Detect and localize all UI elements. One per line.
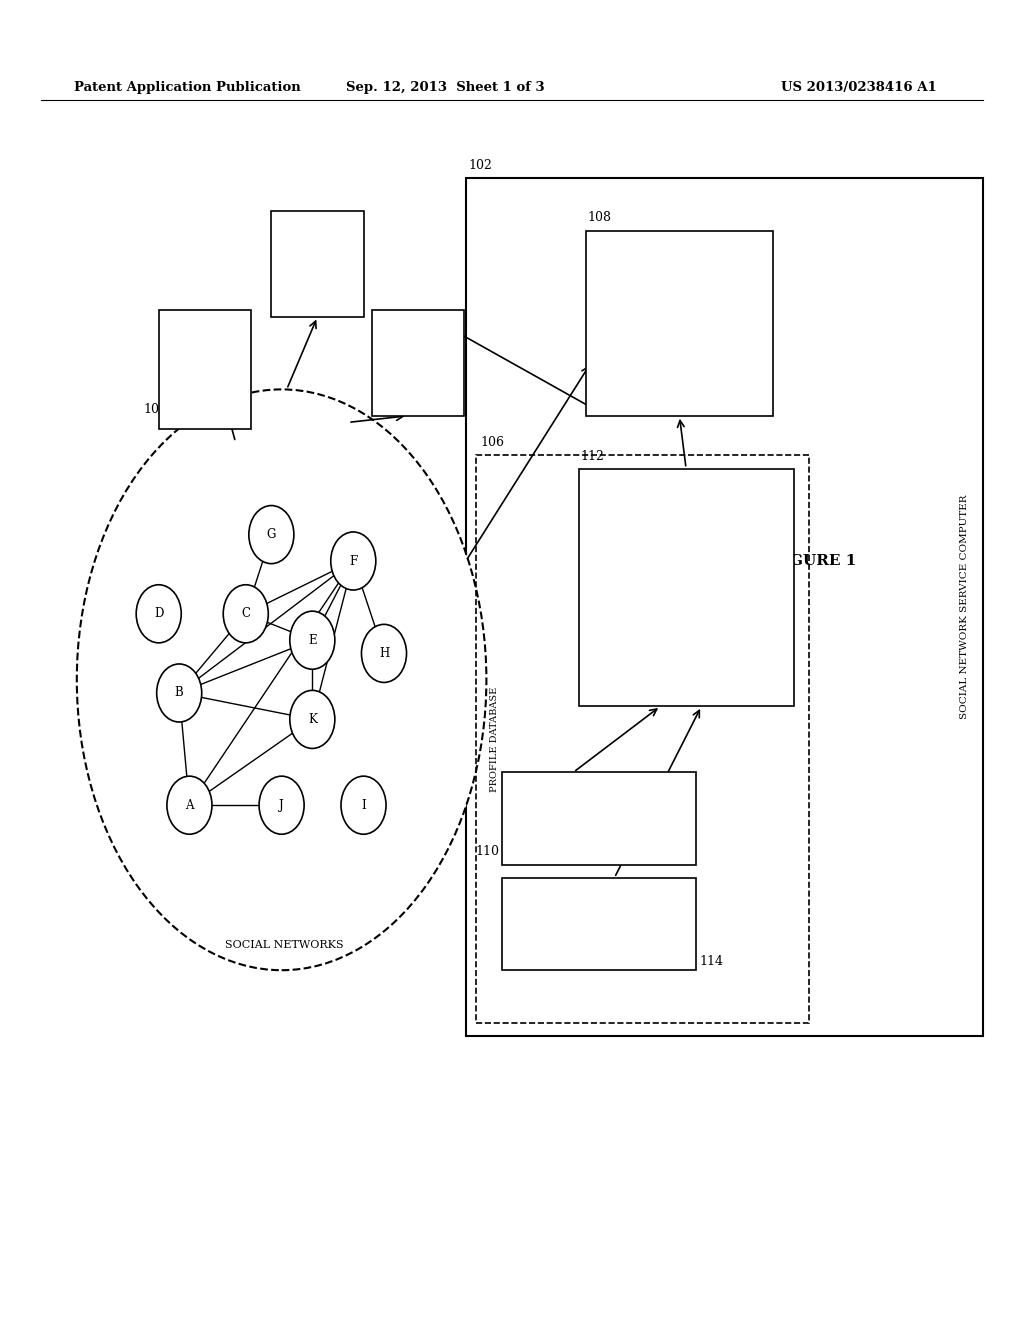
Text: MERCHANT
2: MERCHANT 2 [282, 253, 353, 275]
FancyBboxPatch shape [372, 310, 464, 416]
Text: 106: 106 [480, 436, 504, 449]
Circle shape [259, 776, 304, 834]
FancyBboxPatch shape [586, 231, 773, 416]
Text: SOCIAL NETWORKS: SOCIAL NETWORKS [225, 940, 344, 950]
Text: E: E [308, 634, 316, 647]
FancyBboxPatch shape [502, 878, 696, 970]
Text: FIGURE 1: FIGURE 1 [772, 554, 856, 568]
Text: D: D [154, 607, 164, 620]
Text: MERCHANT
1: MERCHANT 1 [382, 352, 454, 374]
Text: NETWORK
PROFILES: NETWORK PROFILES [655, 577, 717, 598]
Text: G: G [266, 528, 276, 541]
Text: MERCHANT
3: MERCHANT 3 [169, 359, 241, 380]
Text: 110: 110 [476, 845, 500, 858]
FancyBboxPatch shape [159, 310, 251, 429]
Circle shape [223, 585, 268, 643]
Text: MEMBER PROFILES: MEMBER PROFILES [546, 814, 652, 822]
Text: 108: 108 [588, 211, 611, 224]
Circle shape [157, 664, 202, 722]
Text: 104: 104 [143, 403, 167, 416]
Text: K: K [308, 713, 316, 726]
FancyBboxPatch shape [271, 211, 364, 317]
Text: J: J [280, 799, 284, 812]
Text: I: I [361, 799, 366, 812]
Text: MERCHANT
INCENTIVES: MERCHANT INCENTIVES [637, 309, 722, 338]
Circle shape [361, 624, 407, 682]
Circle shape [136, 585, 181, 643]
FancyBboxPatch shape [502, 772, 696, 865]
Text: 112: 112 [581, 450, 604, 463]
Text: MERCHANT PROFILES: MERCHANT PROFILES [540, 920, 658, 928]
Text: SOCIAL NETWORK SERVICE COMPUTER: SOCIAL NETWORK SERVICE COMPUTER [961, 495, 969, 719]
Text: H: H [379, 647, 389, 660]
Text: F: F [349, 554, 357, 568]
FancyBboxPatch shape [579, 469, 794, 706]
Text: 102: 102 [468, 158, 492, 172]
Text: C: C [242, 607, 250, 620]
Text: US 2013/0238416 A1: US 2013/0238416 A1 [781, 81, 937, 94]
Circle shape [290, 611, 335, 669]
Text: B: B [175, 686, 183, 700]
Text: Patent Application Publication: Patent Application Publication [74, 81, 300, 94]
Text: 114: 114 [699, 954, 723, 968]
Text: PROFILE DATABASE: PROFILE DATABASE [490, 686, 499, 792]
Ellipse shape [77, 389, 486, 970]
Text: Sep. 12, 2013  Sheet 1 of 3: Sep. 12, 2013 Sheet 1 of 3 [346, 81, 545, 94]
Circle shape [167, 776, 212, 834]
Text: A: A [185, 799, 194, 812]
Circle shape [249, 506, 294, 564]
Circle shape [290, 690, 335, 748]
Circle shape [331, 532, 376, 590]
Circle shape [341, 776, 386, 834]
